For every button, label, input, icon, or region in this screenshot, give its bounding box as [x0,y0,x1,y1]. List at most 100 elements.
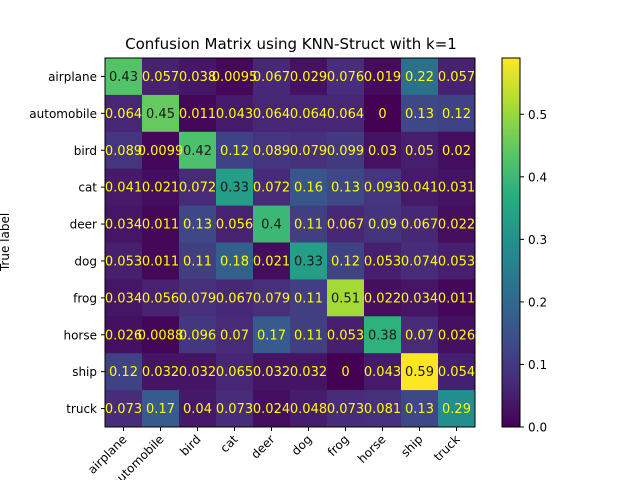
cell-value-label: 0.11 [294,328,323,343]
heatmap-cell [364,58,402,96]
heatmap-cell [253,168,291,207]
x-tick-label: cat [218,432,241,455]
cell-value-label: 0.065 [216,365,253,380]
cell-value-label: 0.18 [220,254,249,269]
colorbar-tick-label: 0.1 [528,358,547,372]
heatmap-cell [290,94,328,133]
heatmap-cell [216,353,254,391]
heatmap-cell [253,242,291,280]
colorbar-tick-label: 0.4 [528,170,547,184]
cell-value-label: 0.074 [401,254,438,269]
cell-value-label: 0.034 [401,291,438,306]
cell-value-label: 0.043 [216,107,253,122]
cell-value-label: 0.022 [438,218,475,233]
cell-value-label: 0.33 [220,181,249,196]
cell-value-label: 0.29 [442,402,471,417]
cell-value-label: 0.064 [253,107,290,122]
heatmap-cell [142,58,180,96]
cell-value-label: 0.041 [105,181,142,196]
heatmap-cell [327,316,365,354]
heatmap-cell [364,316,402,354]
heatmap-cell [105,168,143,207]
heatmap-cell [401,205,439,243]
heatmap-cell [290,316,328,354]
heatmap-cell [253,353,291,391]
cell-value-label: 0.12 [442,107,471,122]
heatmap-cell [290,131,328,170]
heatmap-cell [253,205,291,243]
heatmap-cell [290,279,328,317]
heatmap-cell [179,279,217,317]
cell-value-label: 0.33 [294,254,323,269]
cell-value-label: 0.022 [364,291,401,306]
cell-value-label: 0.041 [401,181,438,196]
cell-value-label: 0 [341,365,349,380]
cell-value-label: 0.13 [405,402,434,417]
heatmap-cell [179,58,217,96]
cell-value-label: 0.096 [179,328,216,343]
heatmap-cell [401,168,439,207]
heatmap-cell [216,94,254,133]
heatmap-cell [438,205,476,243]
heatmap-cell [401,279,439,317]
heatmap-cell [327,242,365,280]
heatmap-cell [142,353,180,391]
cell-value-label: 0.053 [438,254,475,269]
heatmap-cell [438,316,476,354]
heatmap-cell [290,168,328,207]
cell-value-label: 0.0099 [138,144,184,159]
y-tick-label: cat [78,181,97,195]
x-tick-label: frog [325,432,352,459]
heatmap-cell [327,131,365,170]
heatmap-cell [179,316,217,354]
y-axis-ticks: airplane automobile bird cat deer dog frog hors… [29,70,105,416]
y-tick-label: deer [70,218,97,232]
heatmap-cell [216,316,254,354]
cell-value-label: 0.099 [327,144,364,159]
heatmap-cell [105,242,143,280]
heatmap-cell [142,390,180,428]
cell-value-label: 0.026 [105,328,142,343]
cell-value-label: 0.038 [179,70,216,85]
heatmap-cell [216,390,254,428]
cell-value-label: 0.38 [368,328,397,343]
colorbar-tick-label: 0.2 [528,295,547,309]
heatmap-cell [216,131,254,170]
heatmap-cell [364,94,402,133]
y-tick-label: bird [74,144,97,158]
cell-value-label: 0.056 [216,218,253,233]
y-tick-label: dog [74,254,97,268]
heatmap-cell [105,279,143,317]
cell-value-label: 0.17 [146,402,175,417]
heatmap-cell [105,58,143,96]
cell-value-label: 0.019 [364,70,401,85]
heatmap-cell [327,94,365,133]
x-tick-label: dog [289,432,315,458]
cell-value-label: 0.089 [105,144,142,159]
heatmap-cell [364,353,402,391]
cell-value-label: 0.03 [368,144,397,159]
heatmap-cell [142,205,180,243]
colorbar-ticks: 0.0 0.1 0.2 0.3 0.4 0.5 [520,108,547,435]
heatmap-cell [253,94,291,133]
cell-value-label: 0.064 [105,107,142,122]
heatmap-cell [327,353,365,391]
heatmap-cell [290,242,328,280]
cell-value-label: 0.13 [183,218,212,233]
cell-value-label: 0.032 [179,365,216,380]
cell-value-label: 0.011 [142,254,179,269]
cell-value-label: 0.42 [183,144,212,159]
cell-value-label: 0.034 [105,291,142,306]
heatmap-cell [105,316,143,354]
cell-value-label: 0.12 [109,365,138,380]
cell-value-label: 0.073 [327,402,364,417]
cell-value-label: 0.079 [290,144,327,159]
colorbar-tick-label: 0.0 [528,421,547,435]
heatmap-cell [438,279,476,317]
cell-value-label: 0.056 [142,291,179,306]
cell-value-label: 0.024 [253,402,290,417]
heatmap-cell [179,390,217,428]
cell-value-label: 0.0095 [212,70,258,85]
cell-value-label: 0.011 [179,107,216,122]
